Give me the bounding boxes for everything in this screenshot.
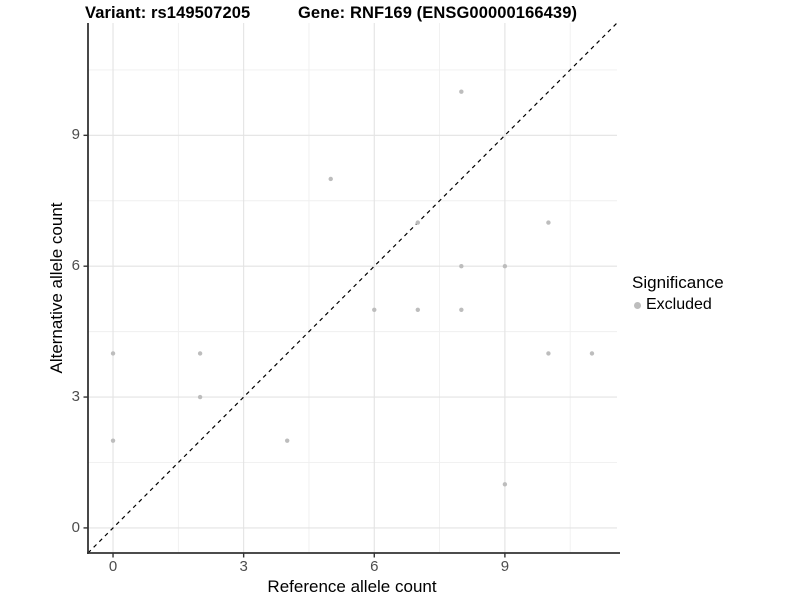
data-point <box>502 482 508 487</box>
data-point <box>110 351 116 356</box>
data-point <box>110 438 116 443</box>
x-tick-label: 0 <box>108 558 118 575</box>
x-tick-label: 6 <box>370 558 379 575</box>
identity-reference-line <box>87 22 618 554</box>
data-point <box>197 394 203 400</box>
excluded-point-icon <box>634 301 641 309</box>
legend: Significance Excluded <box>632 273 724 314</box>
legend-title: Significance <box>632 273 724 292</box>
y-axis-title: Alternative allele count <box>47 202 66 374</box>
legend-item-label: Excluded <box>646 296 712 313</box>
x-tick-label: 9 <box>500 558 510 575</box>
legend-item-excluded: Excluded <box>634 296 724 314</box>
y-tick-label: 0 <box>71 518 80 536</box>
data-point <box>197 351 203 356</box>
plot-title-variant: Variant: rs149507205 <box>85 4 251 22</box>
data-point <box>328 176 333 182</box>
data-point <box>546 220 551 225</box>
data-point <box>502 263 508 269</box>
data-point <box>459 89 464 94</box>
y-tick-label: 3 <box>71 387 80 405</box>
data-point <box>284 438 290 443</box>
data-point <box>546 351 551 356</box>
data-point <box>459 307 464 313</box>
data-point <box>372 307 377 313</box>
data-point <box>415 220 421 225</box>
plot-title-gene: Gene: RNF169 (ENSG00000166439) <box>298 4 578 22</box>
data-point <box>415 307 421 313</box>
x-tick-label: 3 <box>239 558 248 575</box>
data-point <box>589 351 595 356</box>
x-axis-title: Reference allele count <box>267 577 437 596</box>
y-tick-label: 9 <box>71 126 80 144</box>
y-tick-label: 6 <box>71 257 80 275</box>
data-point <box>459 263 464 269</box>
